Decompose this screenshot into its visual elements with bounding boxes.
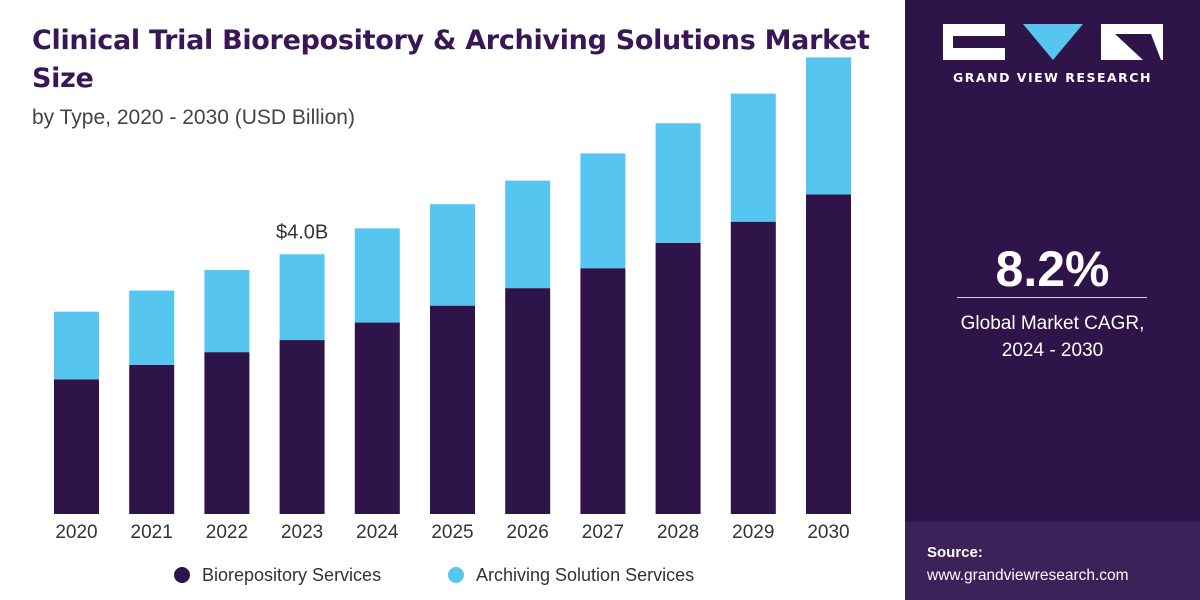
bar-biorepository-2026 <box>505 288 551 514</box>
divider <box>957 297 1147 298</box>
cagr-label: Global Market CAGR, 2024 - 2030 <box>905 310 1200 364</box>
bar-archiving-2021 <box>129 290 175 365</box>
x-tick-label: 2022 <box>206 522 248 543</box>
bar-biorepository-2028 <box>655 242 701 514</box>
brand-name: GRAND VIEW RESEARCH <box>953 70 1152 85</box>
source-strip <box>905 522 1200 600</box>
bar-biorepository-2030 <box>806 194 851 514</box>
chart-title: Clinical Trial Biorepository & Archiving… <box>32 25 870 94</box>
bar-archiving-2029 <box>730 93 776 222</box>
gvr-logo-icon <box>943 24 1163 60</box>
bar-archiving-2022 <box>204 270 250 353</box>
bar-biorepository-2020 <box>54 379 99 514</box>
x-tick-label: 2029 <box>732 522 774 543</box>
chart-subtitle: by Type, 2020 - 2030 (USD Billion) <box>32 106 355 129</box>
x-axis-ticks: 2020 2021 2022 2023 2024 2025 2026 2027 2028 2029… <box>55 522 849 543</box>
bar-archiving-2030 <box>806 57 851 195</box>
bars-group <box>54 57 851 515</box>
x-tick-label: 2023 <box>281 522 323 543</box>
x-tick-label: 2021 <box>131 522 173 543</box>
x-tick-label: 2028 <box>657 522 699 543</box>
cagr-label-line1: Global Market CAGR, <box>960 313 1145 334</box>
info-panel: GRAND VIEW RESEARCH 8.2% Global Market C… <box>905 0 1200 600</box>
bar-archiving-2023 <box>279 254 325 341</box>
bar-biorepository-2029 <box>730 221 776 515</box>
source-link[interactable]: www.grandviewresearch.com <box>927 567 1129 584</box>
annotation-label: $4.0B <box>276 221 328 243</box>
cagr-value: 8.2% <box>995 241 1110 297</box>
x-tick-label: 2020 <box>55 522 97 543</box>
bar-archiving-2028 <box>655 123 701 243</box>
bar-biorepository-2022 <box>204 352 250 514</box>
bar-archiving-2025 <box>430 204 475 306</box>
legend-label: Archiving Solution Services <box>476 565 694 585</box>
annotations-group: $4.0B <box>276 221 328 243</box>
bar-archiving-2027 <box>580 153 626 269</box>
stacked-bar-chart: $4.0B 2020 2021 2022 2023 2024 2025 2026 2027 20… <box>54 57 851 585</box>
bar-archiving-2026 <box>505 180 551 289</box>
legend: Biorepository Services Archiving Solution… <box>174 565 694 585</box>
x-tick-label: 2027 <box>582 522 624 543</box>
x-tick-label: 2026 <box>507 522 549 543</box>
legend-label: Biorepository Services <box>202 565 381 585</box>
x-tick-label: 2024 <box>356 522 399 543</box>
bar-biorepository-2021 <box>129 364 175 514</box>
source-title: Source: <box>927 544 983 561</box>
legend-marker-biorepository <box>174 567 190 583</box>
x-tick-label: 2025 <box>431 522 473 543</box>
bar-biorepository-2023 <box>279 340 325 514</box>
cagr-label-line2: 2024 - 2030 <box>1001 340 1104 361</box>
bar-biorepository-2027 <box>580 268 626 514</box>
x-tick-label: 2030 <box>807 522 849 543</box>
legend-marker-archiving <box>448 567 464 583</box>
bar-biorepository-2025 <box>430 305 475 514</box>
bar-archiving-2020 <box>54 311 99 380</box>
bar-archiving-2024 <box>354 228 400 323</box>
bar-biorepository-2024 <box>354 322 400 514</box>
